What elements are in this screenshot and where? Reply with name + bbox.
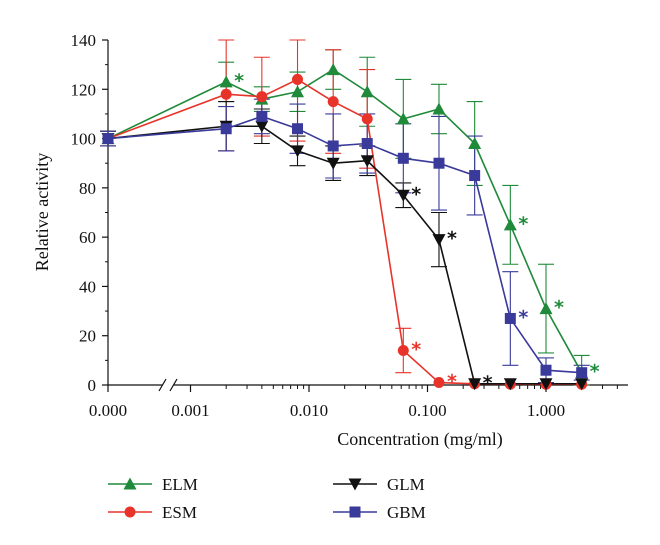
glm-line <box>107 125 582 385</box>
legend-marker <box>349 506 361 518</box>
legend-item-glm: GLM <box>333 475 425 494</box>
glm-significance-star: * <box>411 183 421 205</box>
gbm-point <box>220 123 232 135</box>
y-axis-title: Relative activity <box>32 153 52 271</box>
axis-break-mark <box>158 378 167 392</box>
y-tick-label: 60 <box>79 228 96 247</box>
esm-point <box>327 96 339 108</box>
x-tick-label: 1.000 <box>527 401 565 420</box>
esm-significance-star: * <box>411 339 421 361</box>
x-tick-label: 0.100 <box>408 401 446 420</box>
legend-item-esm: ESM <box>108 503 197 522</box>
x-tick-label: 0.001 <box>171 401 209 420</box>
esm-point <box>361 113 373 125</box>
esm-point <box>433 377 445 389</box>
glm-point <box>503 378 517 391</box>
glm-point <box>539 378 553 391</box>
glm-point <box>360 155 374 168</box>
y-tick-label: 120 <box>71 80 97 99</box>
gbm-point <box>256 110 268 122</box>
data-markers <box>101 63 589 391</box>
legend-label: ELM <box>162 475 198 494</box>
glm-significance-star: * <box>447 228 457 250</box>
gbm-line <box>107 115 582 374</box>
elm-point <box>360 85 374 98</box>
gbm-point <box>397 152 409 164</box>
legend-marker <box>348 478 362 491</box>
esm-point <box>220 88 232 100</box>
elm-point <box>326 63 340 76</box>
gbm-point <box>433 157 445 169</box>
elm-point <box>503 218 517 231</box>
y-tick-label: 80 <box>79 179 96 198</box>
elm-significance-star: * <box>590 361 600 383</box>
y-tick-label: 20 <box>79 327 96 346</box>
elm-significance-star: * <box>234 70 244 92</box>
error-bars <box>100 39 590 386</box>
esm-point <box>256 91 268 103</box>
esm-significance-star: * <box>447 371 457 393</box>
legend-label: ESM <box>162 503 197 522</box>
esm-point <box>292 73 304 85</box>
legend-marker <box>123 477 137 490</box>
gbm-point <box>327 140 339 152</box>
gbm-significance-star: * <box>518 306 528 328</box>
glm-point <box>291 145 305 158</box>
elm-point <box>291 85 305 98</box>
glm-point <box>255 120 269 133</box>
x-tick-label: 0.000 <box>89 401 127 420</box>
elm-point <box>396 112 410 125</box>
esm-point <box>397 345 409 356</box>
elm-significance-star: * <box>554 297 564 319</box>
glm-point <box>432 234 446 247</box>
significance-markers: * * * * * * * * * * <box>234 70 600 394</box>
gbm-point <box>469 170 481 182</box>
glm-point <box>575 378 589 391</box>
elm-point <box>468 137 482 149</box>
gbm-point <box>102 133 114 145</box>
legend-marker <box>124 506 136 518</box>
x-axis-title: Concentration (mg/ml) <box>337 429 502 450</box>
axis-break-mark <box>169 378 178 392</box>
x-tick-label: 0.010 <box>290 401 328 420</box>
legend: ELM ESM GLM GBM <box>108 475 426 522</box>
glm-point <box>468 378 482 391</box>
gbm-point <box>576 367 588 379</box>
elm-point <box>539 302 553 315</box>
glm-point <box>326 157 340 170</box>
y-tick-label: 40 <box>79 277 96 296</box>
gbm-point <box>361 138 373 149</box>
gbm-point <box>540 364 552 376</box>
elm-point <box>219 75 233 88</box>
y-tick-label: 0 <box>88 376 97 395</box>
chart-axes: 0 20 40 60 80 100 120 140 0.000 0.001 0.010 0.100 1.… <box>71 31 628 420</box>
gbm-point <box>292 123 304 135</box>
gbm-point <box>504 312 516 324</box>
glm-point <box>396 189 410 202</box>
series-lines <box>107 68 583 386</box>
elm-point <box>432 102 446 115</box>
y-tick-label: 100 <box>71 130 97 149</box>
legend-label: GBM <box>387 503 426 522</box>
legend-label: GLM <box>387 475 425 494</box>
y-tick-label: 140 <box>71 31 97 50</box>
elm-significance-star: * <box>518 213 528 235</box>
glm-significance-star: * <box>483 372 493 394</box>
legend-item-gbm: GBM <box>333 503 426 522</box>
legend-item-elm: ELM <box>108 475 198 494</box>
